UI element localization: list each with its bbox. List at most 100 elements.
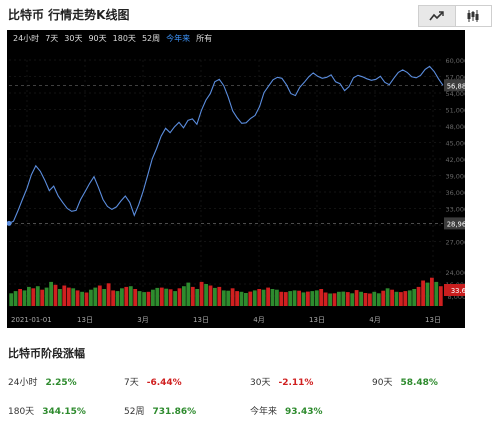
stats-title: 比特币阶段涨幅: [8, 347, 85, 360]
y-tick-label: 33,000.00: [445, 206, 465, 214]
volume-bar: [22, 290, 27, 306]
y-tick-label: 51,000.00: [445, 107, 465, 115]
volume-bar: [142, 292, 146, 306]
volume-bar: [319, 289, 324, 306]
volume-bar: [106, 283, 111, 306]
volume-bar: [53, 284, 58, 307]
volume-bar: [182, 286, 186, 306]
volume-bar: [44, 287, 49, 306]
volume-bar: [368, 293, 372, 306]
candle-mode-button[interactable]: [456, 6, 492, 26]
start-point: [7, 220, 12, 226]
x-tick-label: 4月: [369, 316, 380, 324]
volume-bar: [252, 290, 257, 306]
volume-bar: [31, 288, 36, 306]
volume-bar: [314, 290, 319, 306]
volume-bar: [279, 291, 284, 306]
stat-item: 52周 731.86%: [124, 404, 196, 417]
volume-bar: [208, 285, 213, 306]
x-tick-label: 13日: [77, 316, 93, 324]
line-mode-button[interactable]: [419, 6, 456, 26]
volume-bar: [390, 289, 394, 306]
volume-bar: [204, 284, 208, 306]
stat-label: 52周: [124, 407, 145, 417]
volume-bar: [376, 293, 381, 307]
volume-bar: [120, 288, 124, 306]
volume-bar: [71, 288, 76, 306]
volume-bar: [155, 287, 160, 306]
stat-label: 今年来: [250, 407, 278, 417]
volume-bar: [199, 281, 204, 306]
stat-item: 24小时 2.25%: [8, 375, 77, 388]
volume-bar: [58, 289, 62, 306]
volume-bar: [363, 293, 368, 306]
volume-bar: [354, 290, 359, 306]
price-tag-label: 56,884.45: [447, 82, 465, 90]
volume-bar: [40, 289, 45, 306]
range-tab[interactable]: 52周: [141, 34, 161, 43]
price-tag-label: 28,963.59: [447, 220, 465, 228]
volume-bar: [177, 288, 182, 306]
volume-bar: [323, 292, 328, 306]
volume-bar: [248, 291, 253, 306]
volume-bar: [128, 286, 133, 306]
volume-bar: [226, 290, 231, 306]
stat-value: 731.86%: [152, 407, 197, 417]
y-tick-label: 57,000.00: [445, 74, 465, 82]
price-line: [8, 65, 444, 224]
volume-bar: [394, 291, 399, 306]
volume-bar: [66, 287, 71, 306]
volume-bar: [412, 289, 417, 306]
stat-value: 2.25%: [45, 378, 77, 388]
range-tab[interactable]: 24小时: [13, 34, 40, 43]
volume-bar: [381, 290, 386, 306]
volume-bar: [213, 287, 217, 306]
volume-bar: [159, 287, 164, 306]
range-tab[interactable]: 7天: [45, 34, 59, 43]
volume-bar: [421, 280, 425, 306]
stat-value: -2.11%: [278, 378, 314, 388]
volume-bar: [372, 291, 377, 306]
volume-bar: [257, 289, 262, 306]
volume-bar: [62, 285, 67, 306]
volume-bar: [146, 291, 151, 306]
volume-bar: [407, 290, 412, 306]
volume-bar: [337, 291, 341, 306]
volume-bar: [310, 291, 315, 306]
volume-bar: [350, 293, 355, 307]
y-tick-label: 54,000.00: [445, 90, 465, 98]
stat-label: 180天: [8, 407, 35, 417]
volume-bar: [434, 281, 439, 306]
volume-tag: [444, 284, 465, 296]
candlestick-icon: [467, 10, 479, 22]
volume-bar: [80, 291, 84, 306]
price-tag: [444, 79, 465, 92]
stat-label: 90天: [372, 378, 393, 388]
volume-bar: [230, 288, 235, 306]
volume-bar: [261, 289, 266, 306]
volume-bar: [9, 293, 14, 307]
y-tick-label: 27,000.00: [445, 239, 465, 247]
range-tab[interactable]: 所有: [196, 34, 213, 43]
stat-value: 344.15%: [42, 407, 86, 417]
volume-bar: [195, 289, 200, 306]
volume-bar: [35, 286, 40, 306]
volume-bar: [288, 291, 293, 306]
volume-bar: [239, 291, 244, 306]
range-tab[interactable]: 今年来: [166, 34, 191, 43]
stat-label: 7天: [124, 378, 139, 388]
range-tab[interactable]: 30天: [64, 34, 83, 43]
volume-bar: [124, 286, 129, 306]
stat-value: 93.43%: [285, 407, 323, 417]
volume-bar: [244, 293, 248, 306]
stat-value: -6.44%: [146, 378, 182, 388]
range-tab[interactable]: 180天: [112, 34, 136, 43]
range-tab[interactable]: 90天: [88, 34, 107, 43]
y-tick-label: 48,000.00: [445, 123, 465, 131]
volume-bar: [416, 286, 421, 306]
price-chart: 60,000.00 57,000.00 54,000.00 51,000.00 48,0…: [7, 57, 465, 324]
volume-tick-label: 24,000.00: [445, 269, 465, 277]
stat-item: 7天 -6.44%: [124, 375, 182, 388]
volume-bar: [102, 289, 107, 306]
